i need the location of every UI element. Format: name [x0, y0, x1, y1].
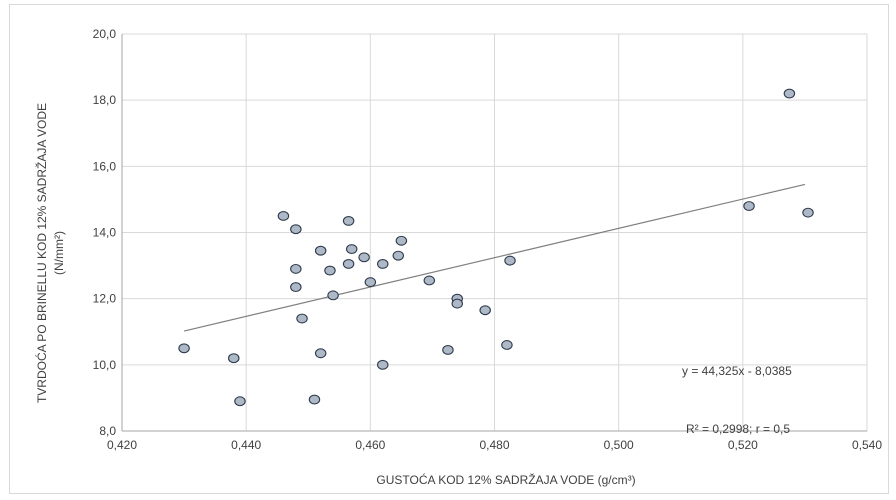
- x-tick-label: 0,440: [231, 438, 261, 452]
- data-point: [479, 305, 491, 316]
- data-points: [178, 88, 814, 407]
- y-tick-label: 18,0: [93, 93, 117, 107]
- data-point: [290, 263, 302, 274]
- chart-container: 8,0 10,0 12,0 14,0 16,0 18,0 20,0 0,420 0,440 0,4…: [9, 4, 889, 494]
- y-axis-unit: (N/mm²): [52, 231, 66, 275]
- trendline-equation: y = 44,325x - 8,0385: [682, 364, 792, 378]
- tick-labels: 8,0 10,0 12,0 14,0 16,0 18,0 20,0 0,420 0,440 0,4…: [93, 27, 883, 452]
- data-point: [376, 359, 389, 370]
- data-point: [308, 394, 321, 405]
- data-point: [342, 215, 355, 226]
- data-point: [504, 255, 516, 266]
- axes: [121, 34, 867, 432]
- data-point: [442, 344, 454, 355]
- y-tick-label: 8,0: [99, 424, 116, 438]
- data-point: [423, 275, 436, 286]
- data-point: [296, 313, 308, 324]
- data-point: [228, 353, 240, 364]
- x-tick-label: 0,460: [355, 438, 385, 452]
- x-tick-label: 0,420: [107, 438, 137, 452]
- data-point: [342, 258, 355, 269]
- y-tick-label: 16,0: [93, 159, 117, 173]
- x-axis-title: GUSTOĆA KOD 12% SADRŽAJA VODE (g/cm³): [376, 472, 635, 487]
- data-point: [376, 258, 389, 269]
- data-point: [327, 290, 339, 301]
- data-point: [290, 282, 302, 293]
- y-tick-label: 20,0: [93, 27, 117, 41]
- data-point: [277, 211, 290, 221]
- data-point: [802, 207, 814, 218]
- data-point: [783, 88, 796, 99]
- y-tick-label: 10,0: [93, 358, 117, 372]
- x-tick-label: 0,540: [852, 438, 882, 452]
- y-axis-title: TVRDOĆA PO BRINELLU KOD 12% SADRŽAJA VOD…: [34, 103, 49, 403]
- y-tick-label: 14,0: [93, 226, 117, 240]
- data-point: [324, 265, 336, 276]
- data-point: [314, 245, 327, 256]
- scatter-chart: 8,0 10,0 12,0 14,0 16,0 18,0 20,0 0,420 0,440 0,4…: [34, 27, 883, 487]
- data-point: [501, 340, 513, 350]
- x-tick-label: 0,480: [479, 438, 509, 452]
- x-tick-label: 0,500: [604, 438, 634, 452]
- trendline: [183, 183, 806, 332]
- data-point: [358, 252, 370, 263]
- data-point: [345, 244, 358, 254]
- data-point: [314, 348, 327, 359]
- data-point: [234, 396, 246, 407]
- y-tick-label: 12,0: [93, 292, 117, 306]
- data-point: [451, 298, 463, 309]
- data-point: [290, 224, 302, 235]
- gridlines: [122, 33, 868, 431]
- r-squared-label: R² = 0,2998; r = 0,5: [686, 422, 790, 436]
- data-point: [178, 343, 190, 354]
- data-point: [364, 277, 377, 288]
- data-point: [395, 235, 408, 246]
- data-point: [392, 250, 405, 261]
- data-point: [743, 201, 755, 211]
- x-tick-label: 0,520: [728, 438, 758, 452]
